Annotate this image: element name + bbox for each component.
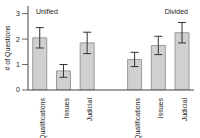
svg-text:3: 3 bbox=[16, 10, 20, 17]
html-text:Divided: Divided bbox=[164, 8, 188, 15]
svg-text:2: 2 bbox=[16, 36, 20, 43]
svg-text:1: 1 bbox=[16, 61, 20, 68]
svg-text:Issues: Issues bbox=[157, 98, 164, 119]
html-text:Unified: Unified bbox=[36, 8, 58, 15]
svg-text:0: 0 bbox=[16, 86, 20, 93]
svg-text:Judicial: Judicial bbox=[181, 98, 188, 122]
svg-text:Qualifications: Qualifications bbox=[134, 98, 142, 138]
svg-text:Issues: Issues bbox=[63, 98, 70, 119]
svg-text:# of Questions: # of Questions bbox=[8, 25, 12, 71]
svg-text:Qualifications: Qualifications bbox=[39, 98, 47, 138]
svg-text:Judicial: Judicial bbox=[86, 98, 93, 122]
